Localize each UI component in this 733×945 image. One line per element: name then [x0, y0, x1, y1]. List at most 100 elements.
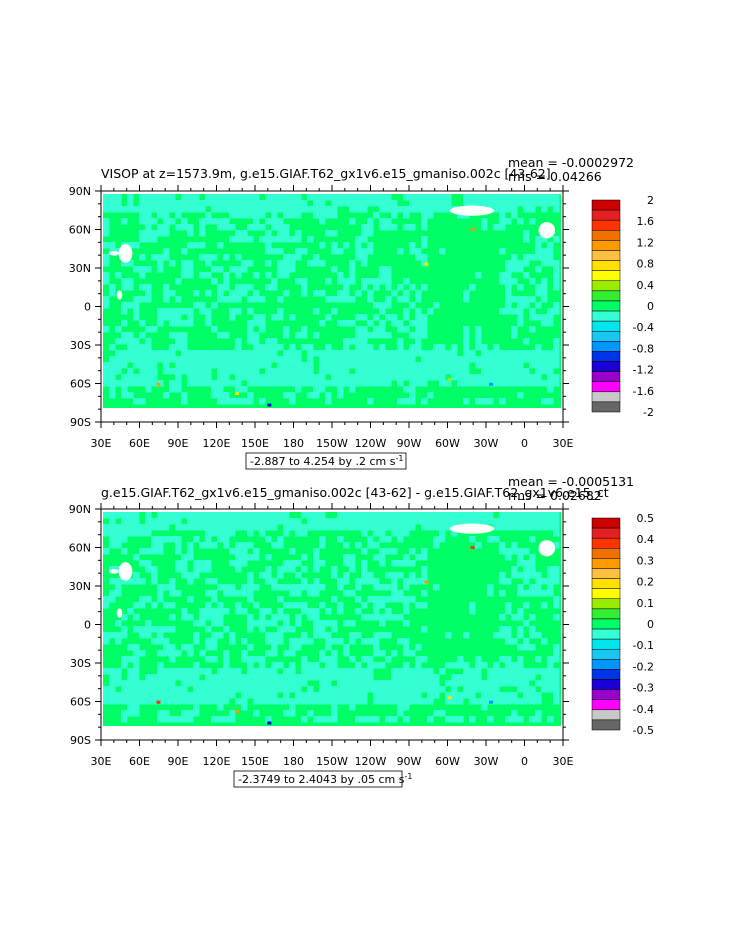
field-cell: [307, 584, 314, 591]
field-cell: [157, 260, 164, 267]
field-cell: [289, 356, 296, 363]
field-cell: [361, 524, 368, 531]
field-cell: [253, 518, 260, 525]
field-cell: [349, 260, 356, 267]
field-cell: [223, 512, 230, 519]
field-cell: [103, 254, 110, 261]
field-cell: [229, 362, 236, 369]
field-cell: [403, 560, 410, 567]
field-cell: [373, 524, 380, 531]
field-cell: [181, 608, 188, 615]
field-cell: [337, 674, 344, 681]
field-cell: [397, 338, 404, 345]
field-cell: [301, 698, 308, 705]
field-cell: [535, 710, 542, 717]
field-cell: [319, 374, 326, 381]
field-cell: [421, 572, 428, 579]
field-cell: [553, 284, 560, 291]
field-cell: [187, 272, 194, 279]
mean-stat: mean = -0.0002972: [508, 155, 634, 170]
field-cell: [145, 368, 152, 375]
field-cell: [379, 206, 386, 213]
field-cell: [373, 542, 380, 549]
field-cell: [289, 590, 296, 597]
field-cell: [337, 386, 344, 393]
field-cell: [451, 674, 458, 681]
field-cell: [295, 638, 302, 645]
field-cell: [265, 236, 272, 243]
field-cell: [127, 284, 134, 291]
field-cell: [115, 668, 122, 675]
field-cell: [163, 536, 170, 543]
field-cell: [403, 326, 410, 333]
field-cell: [289, 602, 296, 609]
field-cell: [385, 206, 392, 213]
field-cell: [151, 236, 158, 243]
field-cell: [277, 674, 284, 681]
field-cell: [115, 368, 122, 375]
field-cell: [283, 260, 290, 267]
field-cell: [235, 548, 242, 555]
field-cell: [145, 194, 152, 201]
field-cell: [247, 656, 254, 663]
field-cell: [253, 320, 260, 327]
field-cell: [547, 518, 554, 525]
field-cell: [271, 512, 278, 519]
field-cell: [199, 308, 206, 315]
field-cell: [277, 626, 284, 633]
field-cell: [295, 254, 302, 261]
field-cell: [517, 698, 524, 705]
field-cell: [535, 248, 542, 255]
field-cell: [493, 632, 500, 639]
field-cell: [145, 560, 152, 567]
field-cell: [199, 542, 206, 549]
field-cell: [433, 542, 440, 549]
field-cell: [187, 356, 194, 363]
field-cell: [217, 674, 224, 681]
field-cell: [361, 578, 368, 585]
colorbar-swatch: [591, 648, 621, 660]
field-cell: [223, 668, 230, 675]
field-cell: [109, 578, 116, 585]
field-cell: [355, 356, 362, 363]
field-cell: [187, 554, 194, 561]
field-cell: [535, 302, 542, 309]
field-cell: [199, 242, 206, 249]
field-cell: [253, 296, 260, 303]
field-cell: [535, 254, 542, 261]
field-cell: [517, 518, 524, 525]
field-cell: [367, 716, 374, 723]
field-cell: [451, 350, 458, 357]
field-cell: [313, 626, 320, 633]
field-cell: [265, 338, 272, 345]
field-cell: [523, 350, 530, 357]
field-cell: [139, 548, 146, 555]
field-cell: [517, 380, 524, 387]
field-cell: [499, 308, 506, 315]
field-cell: [169, 332, 176, 339]
field-cell: [541, 638, 548, 645]
field-cell: [505, 716, 512, 723]
field-cell: [337, 248, 344, 255]
field-cell: [133, 680, 140, 687]
field-cell: [391, 314, 398, 321]
field-cell: [175, 566, 182, 573]
field-cell: [397, 320, 404, 327]
field-cell: [277, 224, 284, 231]
field-cell: [295, 614, 302, 621]
field-cell: [151, 194, 158, 201]
field-cell: [415, 194, 422, 201]
field-cell: [553, 698, 560, 705]
field-cell: [373, 356, 380, 363]
field-cell: [217, 668, 224, 675]
field-cell: [433, 374, 440, 381]
colorbar-swatch: [591, 381, 621, 393]
field-cell: [151, 356, 158, 363]
field-cell: [325, 380, 332, 387]
field-cell: [199, 650, 206, 657]
field-cell: [475, 674, 482, 681]
field-cell: [517, 656, 524, 663]
field-cell: [247, 326, 254, 333]
field-cell: [241, 200, 248, 207]
field-cell: [109, 542, 116, 549]
